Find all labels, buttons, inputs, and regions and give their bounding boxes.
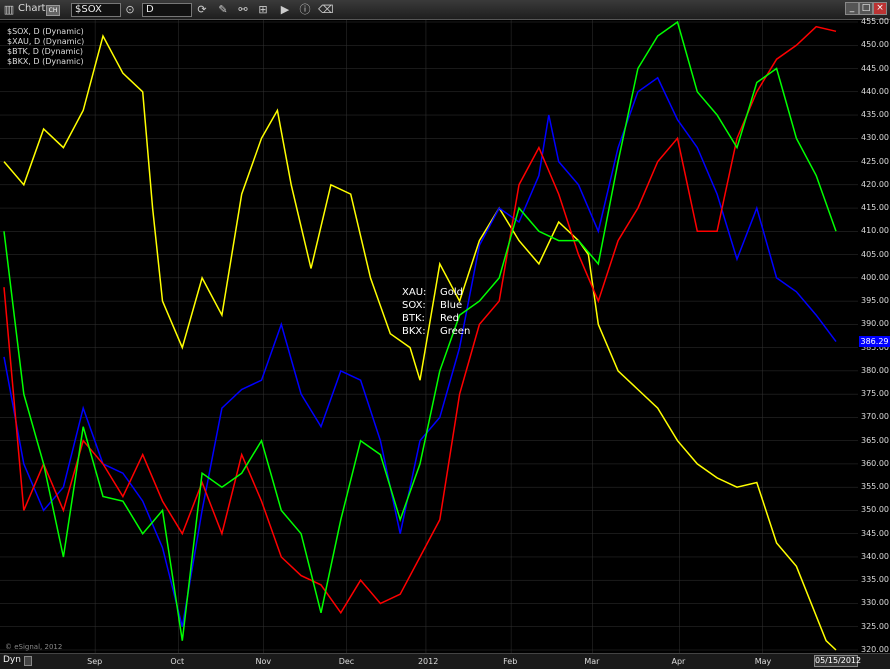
- y-tick-label: 365.00: [861, 435, 889, 445]
- draw-pencil-icon[interactable]: ✎: [218, 3, 228, 16]
- y-tick-label: 350.00: [861, 505, 889, 515]
- price-chart[interactable]: [0, 20, 890, 653]
- maximize-button[interactable]: □: [859, 2, 873, 15]
- y-tick-label: 380.00: [861, 365, 889, 375]
- annot-row-xau: XAU: Gold: [402, 286, 470, 299]
- series-line-bkx: [3, 20, 837, 641]
- y-tick-label: 415.00: [861, 203, 889, 213]
- color-key-annotation: XAU: Gold SOX: Blue BTK: Red BKX: Green: [402, 286, 470, 338]
- chart-badge[interactable]: CH: [46, 5, 60, 16]
- x-tick-label: Feb: [503, 657, 518, 666]
- x-tick-label: Nov: [255, 657, 272, 666]
- y-tick-label: 405.00: [861, 249, 889, 259]
- x-tick-label: Oct: [170, 657, 185, 666]
- window-title: Chart: [18, 3, 46, 14]
- series-line-sox: [3, 76, 837, 627]
- annot-value: Gold: [440, 287, 463, 298]
- link-chain-icon[interactable]: ⚯: [238, 3, 248, 16]
- watermark: © eSignal, 2012: [5, 643, 63, 651]
- refresh-icon[interactable]: ⟳: [197, 3, 207, 16]
- annot-value: Red: [440, 313, 459, 324]
- minimize-button[interactable]: _: [845, 2, 859, 15]
- close-button[interactable]: ×: [873, 2, 887, 15]
- series-line-btk: [3, 25, 837, 615]
- y-tick-label: 445.00: [861, 63, 889, 73]
- y-tick-label: 385.00: [861, 342, 889, 352]
- y-tick-label: 420.00: [861, 179, 889, 189]
- y-tick-label: 320.00: [861, 645, 889, 654]
- annot-row-btk: BTK: Red: [402, 312, 470, 325]
- chart-window-icon: ▥: [3, 3, 15, 16]
- y-tick-label: 435.00: [861, 110, 889, 120]
- y-tick-label: 455.00: [861, 17, 889, 26]
- y-tick-label: 430.00: [861, 133, 889, 143]
- symbol-link-icon[interactable]: ⊙: [125, 3, 135, 16]
- y-tick-label: 355.00: [861, 482, 889, 492]
- legend-entry-sox: $SOX, D (Dynamic): [7, 27, 84, 36]
- annot-key: BTK:: [402, 313, 425, 324]
- annot-value: Blue: [440, 300, 463, 311]
- y-tick-label: 390.00: [861, 319, 889, 329]
- annot-key: BKX:: [402, 326, 426, 337]
- legend-entry-btk: $BTK, D (Dynamic): [7, 47, 84, 56]
- series-group: [3, 20, 837, 651]
- x-tick-label: Dec: [338, 657, 355, 666]
- annot-row-sox: SOX: Blue: [402, 299, 470, 312]
- y-tick-label: 440.00: [861, 86, 889, 96]
- y-tick-label: 325.00: [861, 621, 889, 631]
- annot-row-bkx: BKX: Green: [402, 325, 470, 338]
- grid-lines: [0, 20, 858, 653]
- legend-entry-xau: $XAU, D (Dynamic): [7, 37, 85, 46]
- cursor-date: 05/15/2012: [814, 655, 862, 667]
- last-value-marker: 386.29: [859, 335, 890, 347]
- y-tick-label: 335.00: [861, 575, 889, 585]
- y-tick-label: 330.00: [861, 598, 889, 608]
- y-tick-label: 375.00: [861, 389, 889, 399]
- window-titlebar: ▥ Chart CH $SOX ⊙ D ⟳ ✎ ⚯ ⊞ ▶ ⓘ ⌫ _ □ ×: [0, 0, 890, 20]
- annot-key: XAU:: [402, 287, 427, 298]
- info-icon[interactable]: ⓘ: [299, 3, 311, 16]
- play-icon[interactable]: ▶: [280, 3, 290, 16]
- annot-key: SOX:: [402, 300, 426, 311]
- eraser-icon[interactable]: ⌫: [318, 3, 334, 16]
- y-tick-label: 400.00: [861, 272, 889, 282]
- plot-background: [0, 20, 858, 653]
- legend: $SOX, D (Dynamic) $XAU, D (Dynamic) $BTK…: [7, 27, 84, 67]
- y-tick-label: 360.00: [861, 458, 889, 468]
- series-line-xau: [3, 33, 837, 651]
- symbol-input[interactable]: $SOX: [71, 3, 121, 17]
- time-axis-bar: Dyn Sep Oct Nov Dec 2012 Feb Mar Apr May 05/15/2…: [0, 653, 890, 669]
- x-tick-label: Apr: [671, 657, 686, 666]
- y-tick-label: 425.00: [861, 156, 889, 166]
- x-tick-label: Sep: [87, 657, 103, 666]
- x-tick-label: Mar: [584, 657, 600, 666]
- y-tick-label: 410.00: [861, 226, 889, 236]
- x-tick-label: 2012: [417, 657, 439, 666]
- zoom-icon[interactable]: ⊞: [258, 3, 268, 16]
- x-tick-label: May: [754, 657, 772, 666]
- dynamic-mode-label[interactable]: Dyn: [3, 655, 21, 665]
- y-tick-label: 370.00: [861, 412, 889, 422]
- y-tick-label: 345.00: [861, 528, 889, 538]
- interval-input[interactable]: D: [142, 3, 192, 17]
- y-tick-label: 340.00: [861, 551, 889, 561]
- legend-entry-bkx: $BKX, D (Dynamic): [7, 57, 84, 66]
- annot-value: Green: [440, 326, 471, 337]
- y-tick-label: 450.00: [861, 40, 889, 50]
- y-tick-label: 395.00: [861, 296, 889, 306]
- dynamic-mode-toggle[interactable]: [24, 656, 32, 666]
